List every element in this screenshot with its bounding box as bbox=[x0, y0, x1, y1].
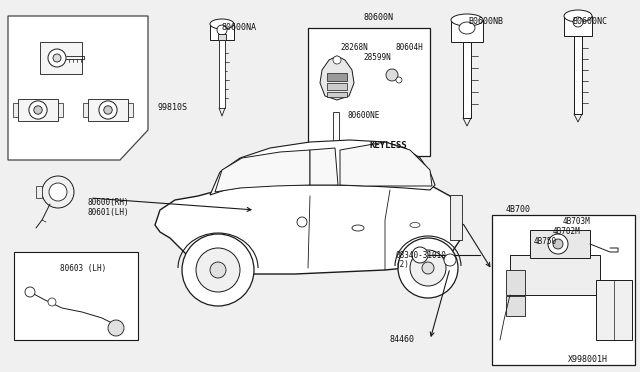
Bar bbox=[219, 40, 225, 108]
Circle shape bbox=[444, 254, 456, 266]
Text: 80600(RH): 80600(RH) bbox=[88, 198, 130, 206]
Circle shape bbox=[34, 106, 42, 114]
Text: 80600NA: 80600NA bbox=[222, 22, 257, 32]
Bar bbox=[58, 103, 63, 117]
Text: (2): (2) bbox=[395, 260, 409, 269]
Bar bbox=[83, 103, 88, 117]
Text: 80603 (LH): 80603 (LH) bbox=[60, 263, 106, 273]
Text: 4B702M: 4B702M bbox=[553, 228, 580, 237]
Circle shape bbox=[398, 238, 458, 298]
Ellipse shape bbox=[451, 14, 483, 26]
Text: B0600NC: B0600NC bbox=[572, 17, 607, 26]
Bar bbox=[451, 20, 483, 42]
Circle shape bbox=[386, 69, 398, 81]
Text: 28599N: 28599N bbox=[363, 54, 391, 62]
Bar bbox=[36, 186, 42, 198]
Bar bbox=[88, 99, 127, 121]
Text: 99810S: 99810S bbox=[157, 103, 187, 112]
Circle shape bbox=[48, 49, 66, 67]
Circle shape bbox=[104, 106, 112, 114]
Text: 4B750: 4B750 bbox=[534, 237, 557, 247]
Ellipse shape bbox=[352, 225, 364, 231]
Polygon shape bbox=[8, 16, 148, 160]
Bar bbox=[530, 230, 590, 258]
Ellipse shape bbox=[459, 22, 475, 34]
Bar bbox=[40, 42, 82, 74]
Circle shape bbox=[210, 262, 226, 278]
Circle shape bbox=[410, 250, 446, 286]
Bar bbox=[13, 103, 19, 117]
Circle shape bbox=[196, 248, 240, 292]
Polygon shape bbox=[215, 150, 310, 192]
Text: 80600NE: 80600NE bbox=[348, 110, 380, 119]
Bar bbox=[14, 252, 138, 340]
Circle shape bbox=[182, 234, 254, 306]
Circle shape bbox=[422, 262, 434, 274]
Circle shape bbox=[297, 217, 307, 227]
Polygon shape bbox=[340, 142, 432, 186]
Text: 08340-31010: 08340-31010 bbox=[395, 251, 446, 260]
Circle shape bbox=[333, 56, 341, 64]
Circle shape bbox=[396, 77, 402, 83]
Text: B0600NB: B0600NB bbox=[468, 17, 503, 26]
Text: 84460: 84460 bbox=[390, 336, 415, 344]
Polygon shape bbox=[310, 148, 338, 185]
Circle shape bbox=[53, 54, 61, 62]
Bar bbox=[463, 42, 471, 118]
Ellipse shape bbox=[410, 222, 420, 228]
Text: 80601(LH): 80601(LH) bbox=[88, 208, 130, 217]
Bar bbox=[450, 195, 462, 240]
Text: 4B703M: 4B703M bbox=[563, 218, 591, 227]
Bar bbox=[308, 28, 430, 156]
Bar bbox=[333, 112, 339, 148]
Bar bbox=[510, 255, 600, 295]
Text: 80604H: 80604H bbox=[396, 42, 424, 51]
Bar bbox=[596, 280, 632, 340]
Polygon shape bbox=[155, 175, 462, 274]
Bar bbox=[327, 73, 347, 81]
Circle shape bbox=[48, 298, 56, 306]
Bar bbox=[127, 103, 133, 117]
Bar bbox=[506, 270, 525, 295]
Ellipse shape bbox=[564, 10, 592, 22]
Circle shape bbox=[42, 176, 74, 208]
Text: 4B700: 4B700 bbox=[506, 205, 531, 215]
Circle shape bbox=[412, 247, 428, 263]
Circle shape bbox=[108, 320, 124, 336]
Polygon shape bbox=[210, 140, 435, 195]
Circle shape bbox=[25, 287, 35, 297]
Text: X998001H: X998001H bbox=[568, 356, 608, 365]
Bar bbox=[19, 99, 58, 121]
Bar bbox=[218, 34, 226, 40]
Bar bbox=[574, 36, 582, 114]
Ellipse shape bbox=[210, 19, 234, 29]
Bar bbox=[506, 296, 525, 316]
Circle shape bbox=[553, 239, 563, 249]
Text: 80600N: 80600N bbox=[363, 13, 393, 22]
Bar bbox=[492, 215, 635, 365]
Bar bbox=[327, 92, 347, 97]
Polygon shape bbox=[320, 56, 354, 100]
Bar bbox=[210, 24, 234, 40]
Circle shape bbox=[217, 25, 227, 35]
Bar bbox=[564, 16, 592, 36]
Text: KEYLESS: KEYLESS bbox=[369, 141, 406, 151]
Text: 28268N: 28268N bbox=[340, 42, 368, 51]
Bar bbox=[327, 83, 347, 90]
Circle shape bbox=[99, 101, 117, 119]
Circle shape bbox=[548, 234, 568, 254]
Circle shape bbox=[49, 183, 67, 201]
Circle shape bbox=[573, 17, 583, 27]
Circle shape bbox=[29, 101, 47, 119]
